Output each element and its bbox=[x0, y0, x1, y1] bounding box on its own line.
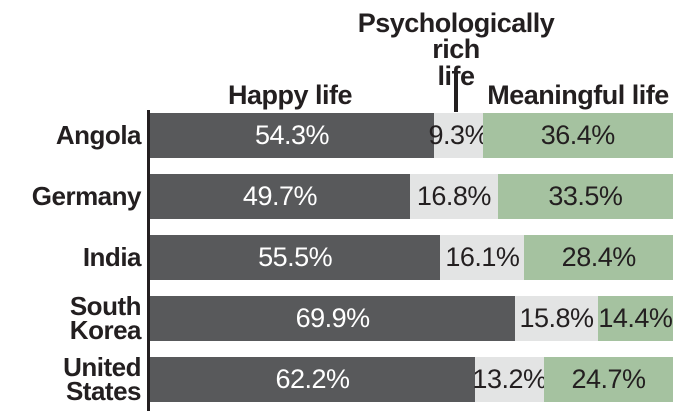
category-label-text: United States bbox=[63, 351, 141, 406]
bar-segment-meaningful-life: 33.5% bbox=[497, 174, 673, 219]
category-label-text: Angola bbox=[55, 119, 142, 150]
category-label: Germany bbox=[0, 180, 147, 211]
value-label: 62.2% bbox=[275, 364, 350, 394]
bar-segment-meaningful-life: 24.7% bbox=[543, 357, 673, 402]
bar-segment-psychologically-rich-life: 16.8% bbox=[409, 174, 498, 219]
value-label: 13.2% bbox=[472, 364, 547, 394]
legend-happy-life: Happy life bbox=[227, 80, 353, 110]
category-label-text: India bbox=[82, 241, 142, 272]
category-label: Angola bbox=[0, 119, 147, 150]
bar-segment-happy-life: 69.9% bbox=[150, 296, 516, 341]
value-label: 24.7% bbox=[571, 364, 646, 394]
bar-row-angola: Angola 54.3% 9.3% 36.4% bbox=[0, 113, 680, 158]
value-label: 49.7% bbox=[242, 181, 318, 211]
bar-segment-happy-life: 49.7% bbox=[150, 174, 410, 219]
bar-row-south-korea: South Korea 69.9% 15.8% 14.4% bbox=[0, 290, 680, 345]
value-label: 14.4% bbox=[598, 303, 673, 333]
category-label-text: Germany bbox=[31, 180, 142, 211]
value-label: 9.3% bbox=[428, 120, 489, 150]
bar-segment-happy-life: 54.3% bbox=[150, 113, 434, 158]
y-axis-line bbox=[147, 110, 150, 411]
value-label: 69.9% bbox=[295, 303, 371, 333]
bar-segment-happy-life: 62.2% bbox=[150, 357, 475, 402]
stacked-bar: 62.2% 13.2% 24.7% bbox=[150, 357, 673, 402]
category-label: United States bbox=[0, 351, 147, 406]
stacked-bar: 69.9% 15.8% 14.4% bbox=[150, 296, 673, 341]
bar-segment-meaningful-life: 14.4% bbox=[597, 296, 673, 341]
bar-segment-meaningful-life: 28.4% bbox=[524, 235, 673, 280]
stacked-bar: 55.5% 16.1% 28.4% bbox=[150, 235, 673, 280]
legend-psychologically-rich-life: Psychologically rich life bbox=[331, 8, 581, 89]
value-label: 16.8% bbox=[416, 181, 492, 211]
value-label: 33.5% bbox=[548, 181, 623, 211]
value-label: 28.4% bbox=[561, 242, 637, 272]
bar-segment-psychologically-rich-life: 16.1% bbox=[440, 235, 525, 280]
category-label: South Korea bbox=[0, 290, 147, 345]
value-label: 15.8% bbox=[519, 303, 594, 333]
category-label: India bbox=[0, 241, 147, 272]
category-label-text: South Korea bbox=[69, 290, 142, 345]
legend-psych-line1: Psychologically rich bbox=[357, 8, 555, 65]
value-label: 36.4% bbox=[540, 120, 616, 150]
legend-meaningful-life: Meaningful life bbox=[487, 80, 669, 110]
legend-pointer-line bbox=[454, 72, 458, 112]
chart-header: Psychologically rich life Happy life Mea… bbox=[0, 0, 680, 112]
value-label: 54.3% bbox=[254, 120, 330, 150]
bar-row-germany: Germany 49.7% 16.8% 33.5% bbox=[0, 174, 680, 219]
bar-segment-happy-life: 55.5% bbox=[150, 235, 441, 280]
bar-segment-psychologically-rich-life: 13.2% bbox=[472, 357, 547, 402]
bar-segment-psychologically-rich-life: 9.3% bbox=[429, 113, 489, 158]
bar-row-united-states: United States 62.2% 13.2% 24.7% bbox=[0, 351, 680, 406]
stacked-bar: 54.3% 9.3% 36.4% bbox=[150, 113, 673, 158]
bar-segment-meaningful-life: 36.4% bbox=[482, 113, 673, 158]
bar-row-india: India 55.5% 16.1% 28.4% bbox=[0, 235, 680, 280]
stacked-bar: 49.7% 16.8% 33.5% bbox=[150, 174, 673, 219]
value-label: 16.1% bbox=[445, 242, 520, 272]
chart-rows: Angola 54.3% 9.3% 36.4% Germany 49.7% 16.8% 33.… bbox=[0, 113, 680, 406]
bar-segment-psychologically-rich-life: 15.8% bbox=[515, 296, 598, 341]
value-label: 55.5% bbox=[258, 242, 333, 272]
